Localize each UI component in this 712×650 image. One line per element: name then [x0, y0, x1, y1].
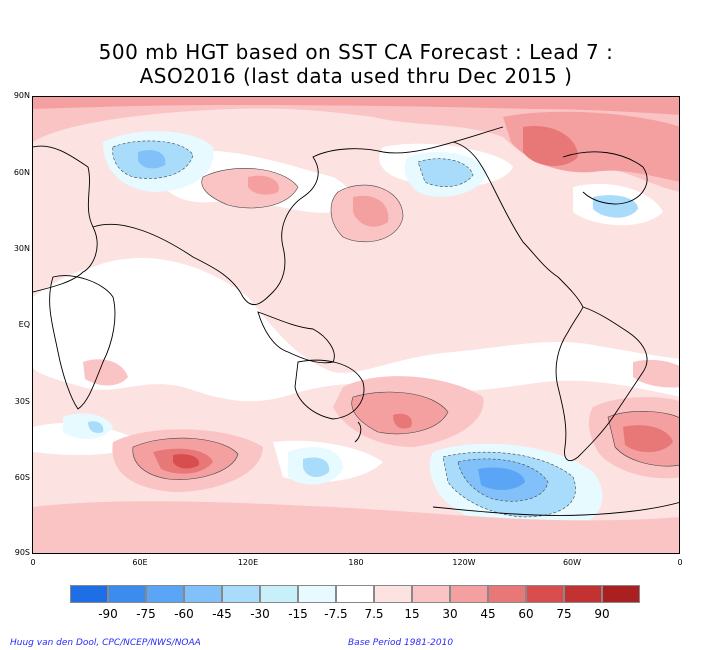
legend-label: -30 [250, 607, 270, 621]
legend-swatch [70, 585, 108, 603]
lat-label-90s: 90S [14, 548, 30, 557]
legend-swatch [298, 585, 336, 603]
legend-swatch [564, 585, 602, 603]
negative-south-atlantic-core [88, 421, 104, 433]
coast-south-america [555, 306, 648, 461]
positive-south-atlantic-core [623, 425, 673, 453]
positive-north-pacific-core [353, 195, 389, 227]
credit-base-period: Base Period 1981-2010 [348, 638, 454, 648]
positive-antarctic [33, 501, 679, 553]
coast-north-america-west [452, 141, 584, 308]
positive-siberia-core [523, 126, 578, 167]
legend-label: 30 [442, 607, 458, 621]
legend-swatch [602, 585, 640, 603]
map-title-line1: 500 mb HGT based on SST CA Forecast : Le… [98, 40, 614, 64]
positive-south-pacific-core [393, 413, 412, 429]
contour-lines [112, 140, 679, 518]
anomaly-map [32, 96, 680, 554]
legend-swatch [260, 585, 298, 603]
lon-label-120e: 120E [237, 558, 259, 567]
lon-label-60w: 60W [562, 558, 582, 567]
legend-swatch [184, 585, 222, 603]
legend-swatch [146, 585, 184, 603]
lat-label-90n: 90N [13, 91, 30, 100]
legend-label: -90 [98, 607, 118, 621]
legend-label: 75 [556, 607, 572, 621]
positive-indian-ocean-core [173, 454, 200, 469]
legend-label: 15 [404, 607, 420, 621]
legend-label: -7.5 [324, 607, 348, 621]
credit-author: Huug van den Dool, CPC/NCEP/NWS/NOAA [10, 638, 201, 648]
coast-europe-west [33, 145, 98, 293]
coastlines [33, 126, 679, 516]
legend-swatch [374, 585, 412, 603]
legend-label: -45 [212, 607, 232, 621]
positive-atlantic-tropic [633, 359, 679, 388]
lat-label-30n: 30N [13, 244, 30, 253]
legend-swatch [222, 585, 260, 603]
lat-label-60s: 60S [14, 473, 30, 482]
negative-alaska-mid [418, 158, 473, 187]
legend-label: 7.5 [364, 607, 384, 621]
coast-asia [92, 126, 504, 306]
lon-label-180: 180 [348, 558, 364, 567]
legend-label: -75 [136, 607, 156, 621]
coast-australia [294, 359, 365, 420]
legend-label: 90 [594, 607, 610, 621]
negative-ural-core [138, 150, 166, 169]
negative-southern-ocean-west-core [303, 457, 330, 478]
neutral-band-tropics [33, 258, 679, 402]
legend-swatch [412, 585, 450, 603]
legend-swatch [526, 585, 564, 603]
positive-asia-core [248, 175, 279, 195]
positive-africa [83, 359, 128, 386]
lat-label-eq: EQ [18, 320, 30, 329]
legend-swatch [336, 585, 374, 603]
legend-label: -60 [174, 607, 194, 621]
legend-label: 60 [518, 607, 534, 621]
coast-antarctica [432, 502, 679, 516]
map-title-line2: ASO2016 (last data used thru Dec 2015 ) [139, 64, 573, 88]
coast-new-zealand [354, 421, 362, 443]
legend-label: -15 [288, 607, 308, 621]
negative-south-pacific-core [478, 467, 525, 490]
lat-label-60n: 60N [13, 168, 30, 177]
positive-south-pacific-mid [351, 392, 448, 434]
lat-label-30s: 30S [14, 397, 30, 406]
legend-swatch [108, 585, 146, 603]
lon-label-120w: 120W [452, 558, 476, 567]
legend-label: 45 [480, 607, 496, 621]
lon-label-60e: 60E [132, 558, 148, 567]
anomaly-map-canvas [33, 97, 679, 553]
legend-swatch [488, 585, 526, 603]
coast-africa [49, 275, 116, 410]
lon-label-0: 0 [30, 558, 36, 567]
positive-arctic-strong [33, 97, 679, 115]
lon-label-0-east: 0 [677, 558, 683, 567]
negative-north-atlantic [593, 195, 638, 218]
coast-greenland [562, 151, 648, 205]
legend-swatch [450, 585, 488, 603]
